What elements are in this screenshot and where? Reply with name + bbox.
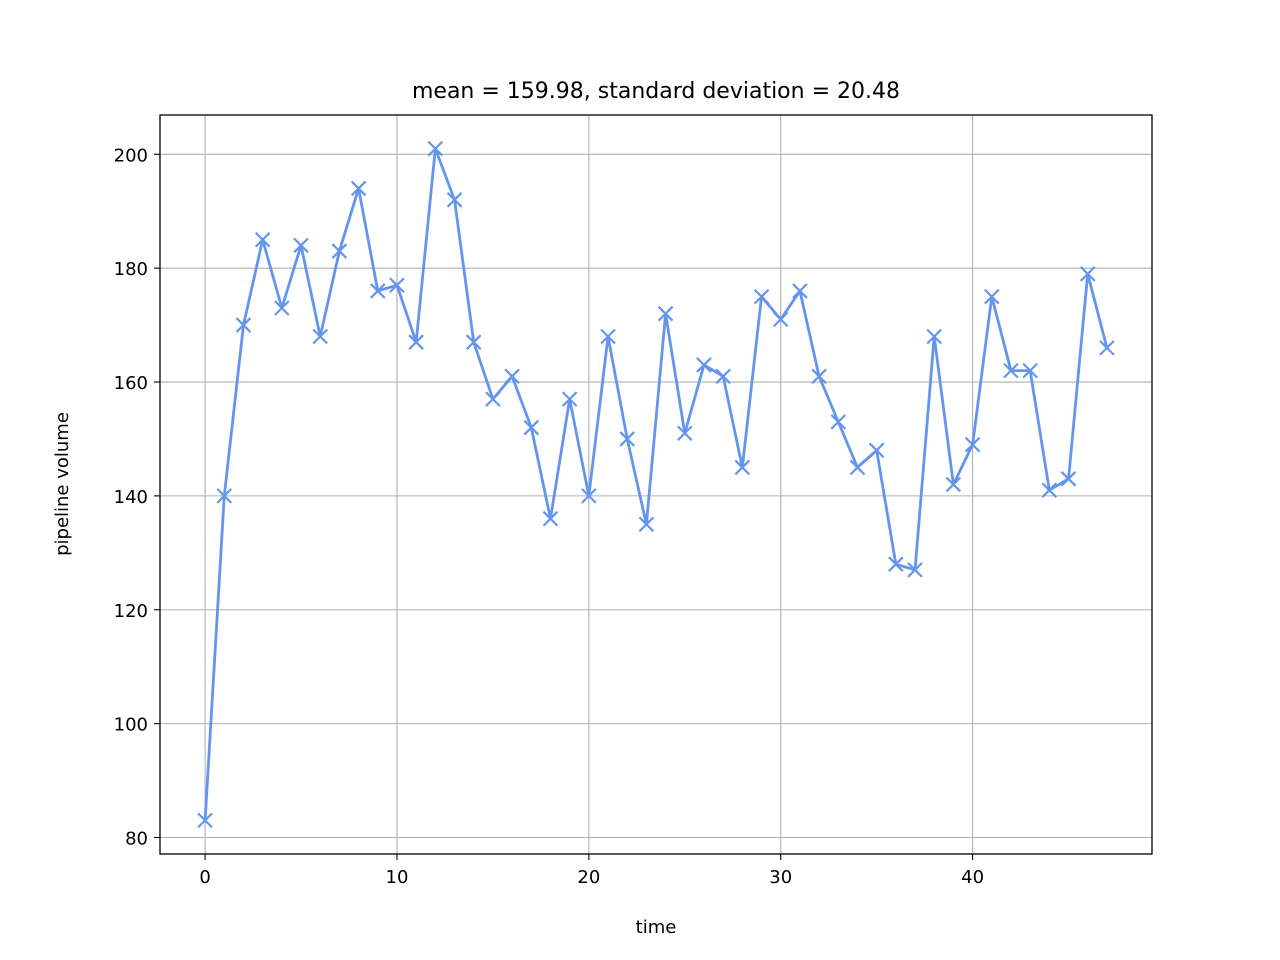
data-point-marker: [465, 334, 482, 350]
x-tick-label: 20: [577, 867, 600, 888]
data-point-marker: [235, 317, 252, 333]
data-point-marker: [312, 328, 328, 345]
data-point-marker: [542, 510, 559, 527]
data-point-marker: [600, 328, 616, 345]
data-point-marker: [504, 368, 520, 385]
series-line: [203, 147, 1109, 821]
series-pipeline-volume: [197, 140, 1115, 829]
data-point-marker: [772, 311, 789, 328]
data-point-marker: [581, 488, 597, 504]
axis-ticks: 0 10 20 30 40 80 100 120 140 160 180 200: [114, 145, 984, 888]
data-point-marker: [677, 425, 693, 442]
data-point-marker: [1099, 340, 1115, 356]
data-point-marker: [427, 140, 444, 157]
data-point-marker: [888, 556, 904, 572]
data-point-marker: [197, 812, 213, 829]
y-tick-label: 140: [114, 487, 148, 508]
data-point-marker: [792, 283, 808, 299]
data-point-marker: [216, 488, 233, 504]
x-tick-label: 10: [386, 867, 409, 888]
data-point-marker: [830, 414, 847, 430]
data-point-marker: [849, 459, 866, 476]
data-point-marker: [1079, 266, 1096, 282]
x-tick-label: 30: [769, 867, 792, 888]
data-point-marker: [984, 288, 1000, 305]
data-point-marker: [446, 192, 463, 208]
data-point-marker: [926, 328, 942, 345]
y-tick-label: 100: [114, 715, 148, 736]
data-point-marker: [964, 436, 981, 453]
data-point-marker: [331, 243, 348, 259]
data-point-marker: [389, 277, 405, 294]
data-point-marker: [619, 431, 635, 447]
x-axis-label: time: [636, 917, 677, 938]
data-point-marker: [715, 368, 731, 385]
data-point-marker: [945, 476, 962, 493]
data-point-marker: [657, 305, 674, 322]
data-point-marker: [753, 288, 770, 305]
data-point-marker: [254, 231, 271, 248]
y-tick-label: 80: [125, 828, 148, 849]
y-tick-label: 160: [114, 373, 148, 394]
data-point-marker: [1041, 482, 1058, 498]
data-point-marker: [734, 459, 751, 476]
data-point-marker: [485, 391, 501, 407]
data-point-marker: [868, 442, 885, 459]
data-point-marker: [1003, 362, 1019, 379]
data-point-marker: [1060, 471, 1077, 487]
data-point-marker: [523, 419, 540, 436]
grid: [160, 115, 1152, 854]
data-point-marker: [293, 237, 309, 254]
data-point-marker: [696, 357, 712, 373]
data-point-marker: [408, 334, 424, 350]
data-point-marker: [907, 562, 923, 578]
x-tick-label: 40: [961, 867, 984, 888]
y-tick-label: 180: [114, 259, 148, 280]
y-tick-label: 200: [114, 145, 148, 166]
data-point-marker: [561, 391, 578, 407]
data-point-marker: [1022, 362, 1038, 379]
plot-area-frame: [159, 114, 1153, 855]
data-point-marker: [811, 368, 827, 385]
data-point-marker: [638, 516, 655, 533]
data-point-marker: [274, 300, 290, 316]
y-axis-label: pipeline volume: [52, 412, 73, 556]
data-point-marker: [350, 180, 367, 197]
x-tick-label: 0: [199, 867, 210, 888]
chart-title: mean = 159.98, standard deviation = 20.4…: [412, 79, 900, 104]
y-tick-label: 120: [114, 601, 148, 622]
data-point-marker: [370, 283, 386, 299]
